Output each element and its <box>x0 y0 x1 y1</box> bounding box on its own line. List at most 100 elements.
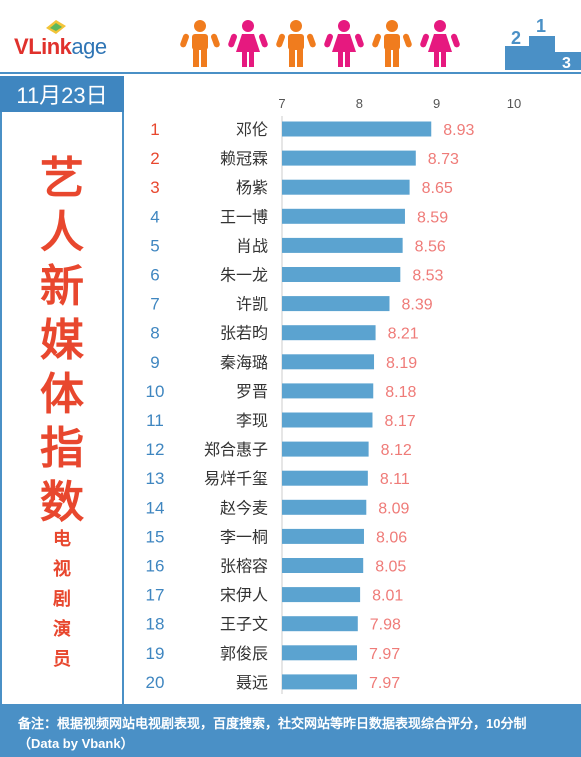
artist-name: 朱一龙 <box>220 266 268 285</box>
artist-name: 杨紫 <box>236 178 268 197</box>
artist-name: 王子文 <box>220 615 268 634</box>
bar <box>282 470 368 486</box>
artist-name: 许凯 <box>236 295 268 314</box>
bar <box>282 383 374 399</box>
bar <box>282 674 358 690</box>
title-char: 指 <box>40 424 84 473</box>
value-label: 8.59 <box>417 209 448 226</box>
x-tick-label: 10 <box>507 96 521 111</box>
bar <box>282 121 432 137</box>
bar <box>282 412 373 428</box>
artist-name: 邓伦 <box>236 120 268 139</box>
value-label: 8.11 <box>380 471 410 488</box>
value-label: 8.39 <box>401 297 432 314</box>
rank-label: 14 <box>146 498 165 517</box>
rank-label: 15 <box>146 527 165 546</box>
value-label: 8.06 <box>376 529 407 546</box>
header-divider <box>0 72 581 74</box>
x-tick-label: 7 <box>278 96 285 111</box>
rank-label: 19 <box>146 644 165 663</box>
artist-name: 李现 <box>236 411 268 430</box>
artist-name: 罗晋 <box>236 382 268 401</box>
podium-icon: 2 1 3 <box>505 18 581 70</box>
woman-icon <box>420 20 460 67</box>
bar <box>282 267 401 282</box>
rank-label: 12 <box>146 440 165 459</box>
logo-text: VLinkage <box>14 34 107 60</box>
artist-name: 张若昀 <box>220 324 268 343</box>
artist-name: 李一桐 <box>220 527 268 546</box>
bar <box>282 237 403 253</box>
subtitle-char: 视 <box>53 559 71 579</box>
bar <box>282 587 361 603</box>
value-label: 8.09 <box>378 500 409 517</box>
rank-label: 9 <box>150 353 159 372</box>
podium-label-3: 3 <box>562 55 571 70</box>
rank-label: 2 <box>150 149 159 168</box>
footer-line-2: （Data by Vbank） <box>18 736 134 751</box>
title-char: 新 <box>40 262 84 311</box>
people-icons <box>180 20 460 68</box>
artist-name: 郑合惠子 <box>204 440 268 459</box>
subtitle-char: 员 <box>53 649 71 669</box>
logo-mark-icon <box>46 20 66 34</box>
rank-label: 17 <box>146 586 165 605</box>
subtitle-char: 剧 <box>53 589 71 609</box>
value-label: 8.21 <box>388 326 419 343</box>
footer-note: 备注：根据视频网站电视剧表现，百度搜索，社交网站等昨日数据表现综合评分，10分制… <box>0 704 581 757</box>
subtitle-char: 演 <box>53 619 71 639</box>
value-label: 8.93 <box>443 122 474 139</box>
man-icon <box>276 20 316 67</box>
artist-name: 赖冠霖 <box>220 149 268 168</box>
woman-icon <box>324 20 364 67</box>
value-label: 7.98 <box>370 617 401 634</box>
artist-name: 秦海璐 <box>220 353 268 372</box>
artist-name: 张榕容 <box>220 557 268 576</box>
logo-v: V <box>14 34 29 59</box>
rank-label: 5 <box>150 236 159 255</box>
podium-label-1: 1 <box>536 18 546 36</box>
footer-line-1: 备注：根据视频网站电视剧表现，百度搜索，社交网站等昨日数据表现综合评分，10分制 <box>18 716 527 731</box>
value-label: 8.05 <box>375 559 406 576</box>
ranking-bar-chart: 7 8 9 10 1 邓伦 8.93 2 赖冠霖 8.73 3 杨紫 8.65 4 王一博 8.59 5 肖战 8.… <box>146 96 521 694</box>
vertical-subtitle: 电 视 剧 演 员 <box>2 524 122 674</box>
value-label: 8.17 <box>384 413 415 430</box>
vertical-title: 艺 人 新 媒 体 指 数 <box>2 152 122 530</box>
podium-label-2: 2 <box>511 28 521 48</box>
artist-name: 宋伊人 <box>220 586 268 605</box>
bar <box>282 325 376 341</box>
artist-name: 赵今麦 <box>220 498 268 517</box>
value-label: 8.53 <box>412 268 443 285</box>
value-label: 7.97 <box>369 675 400 692</box>
value-label: 8.56 <box>415 238 446 255</box>
artist-name: 易烊千玺 <box>204 469 268 488</box>
rank-label: 8 <box>150 324 159 343</box>
vlinkage-logo: VLinkage <box>8 18 124 62</box>
title-char: 艺 <box>40 154 84 203</box>
artist-name: 肖战 <box>236 236 268 255</box>
bar <box>282 150 416 166</box>
value-label: 8.12 <box>381 442 412 459</box>
value-label: 8.18 <box>385 384 416 401</box>
bar <box>282 296 390 312</box>
rank-label: 7 <box>150 295 159 314</box>
x-tick-label: 9 <box>433 96 440 111</box>
rank-label: 18 <box>146 615 165 634</box>
rank-label: 20 <box>146 673 165 692</box>
title-panel: 艺 人 新 媒 体 指 数 * 电 视 剧 演 员 <box>0 112 124 704</box>
bar <box>282 354 375 370</box>
title-char: 数 <box>40 478 84 527</box>
x-tick-label: 8 <box>356 96 363 111</box>
rank-label: 16 <box>146 557 165 576</box>
bar <box>282 208 405 224</box>
bar <box>282 616 358 632</box>
value-label: 8.19 <box>386 355 417 372</box>
bar <box>282 179 410 195</box>
woman-icon <box>228 20 268 67</box>
artist-name: 王一博 <box>220 207 268 226</box>
title-char: 体 <box>40 370 84 419</box>
bar <box>282 558 364 573</box>
subtitle-char: 电 <box>53 529 71 549</box>
logo-link: Link <box>28 34 72 59</box>
rank-label: 11 <box>146 411 164 430</box>
